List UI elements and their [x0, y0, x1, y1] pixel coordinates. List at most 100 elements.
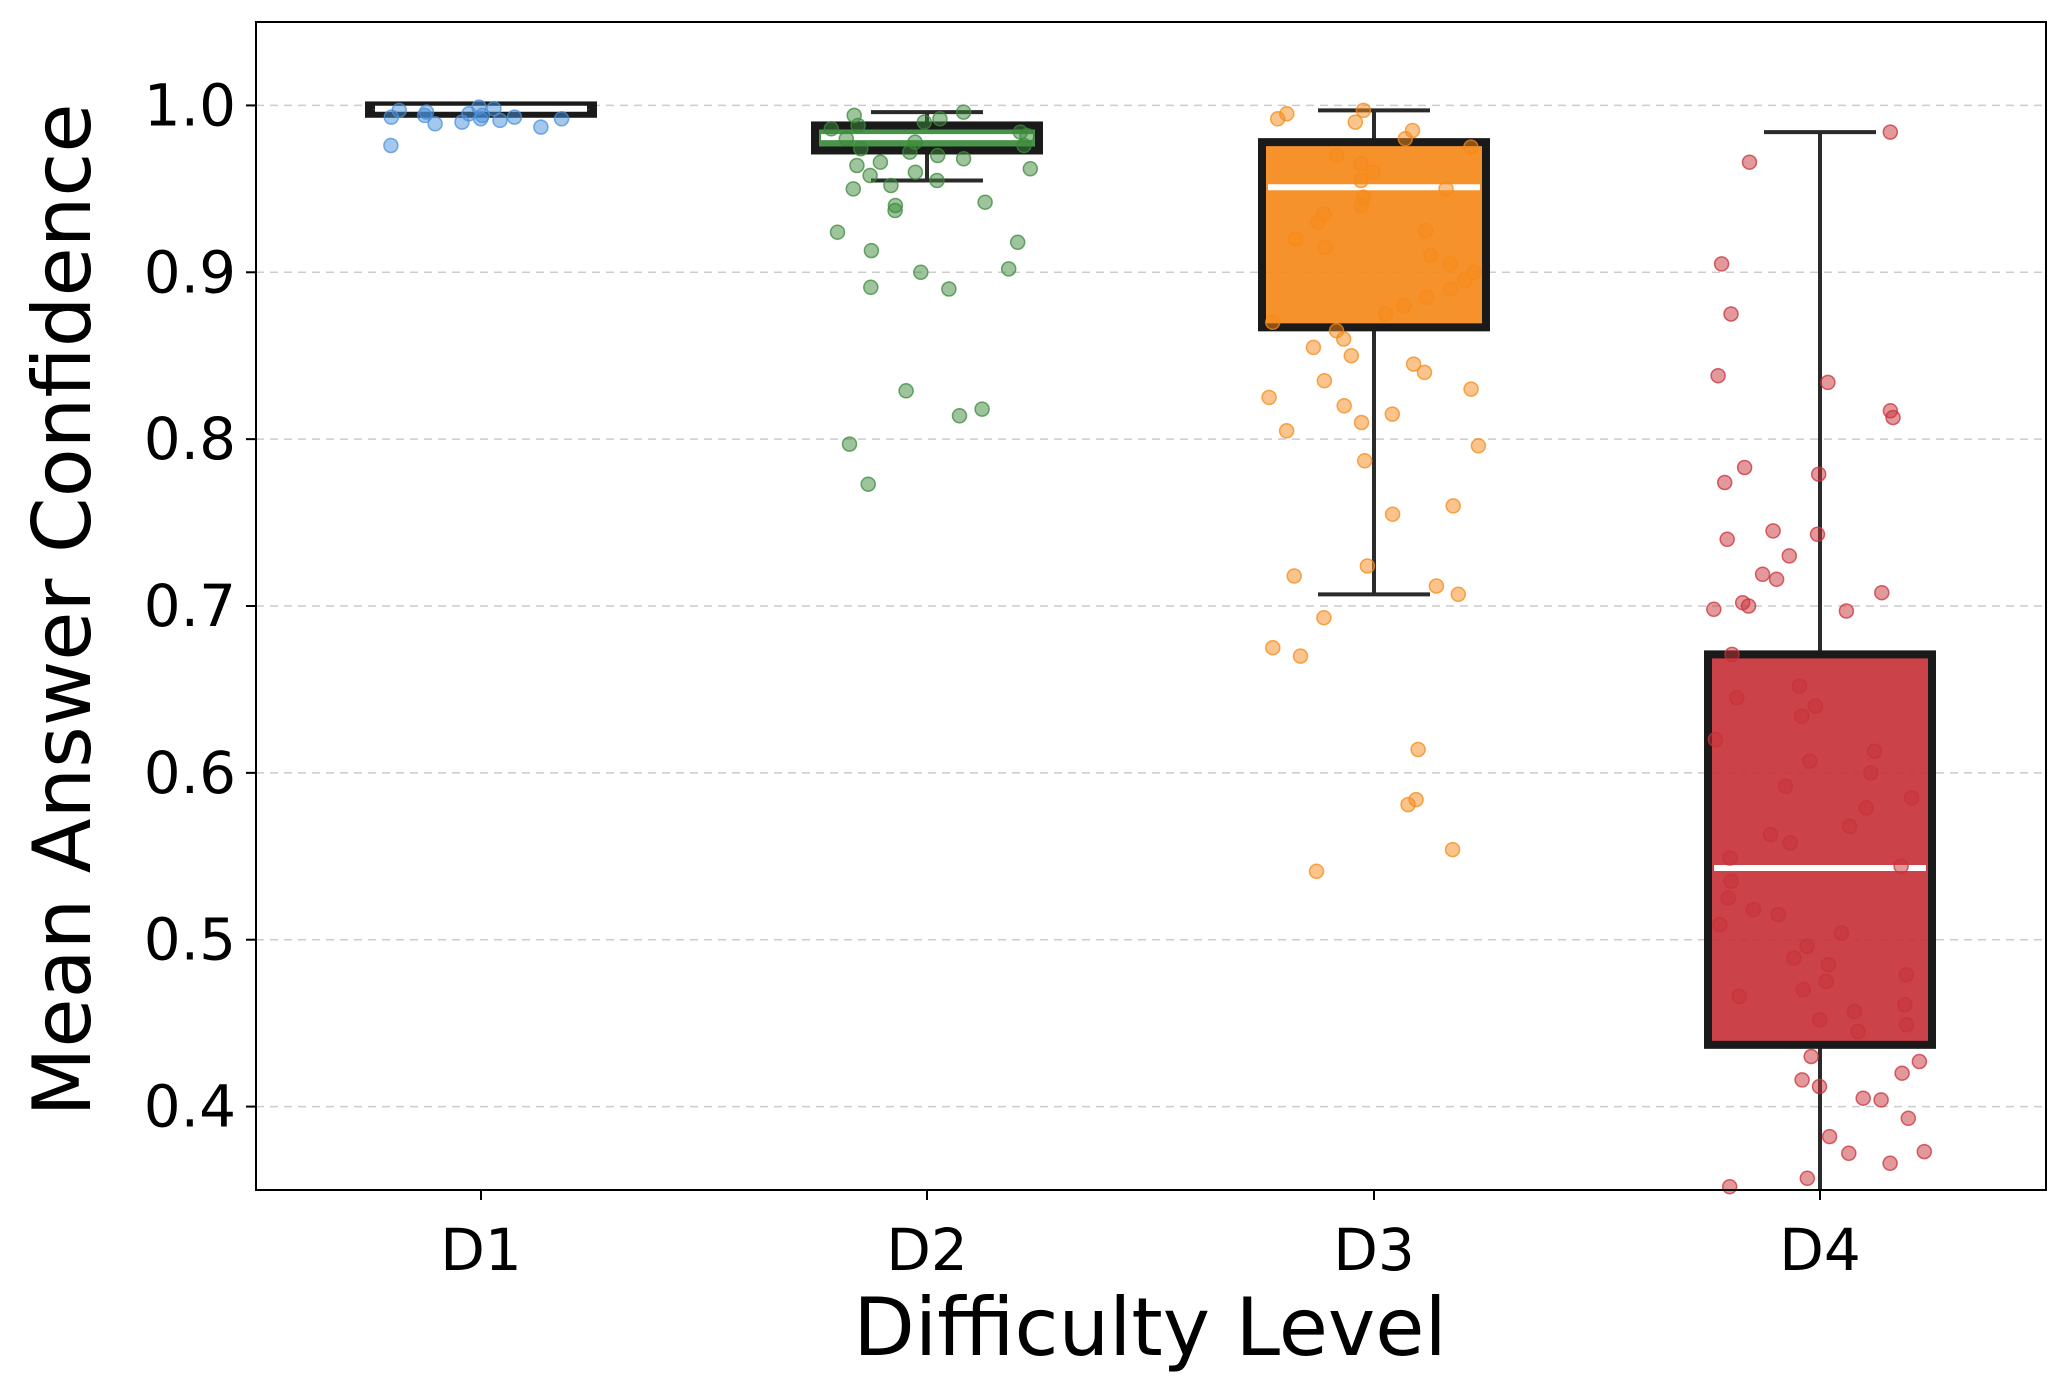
- data-point: [1754, 566, 1771, 583]
- data-point: [1444, 841, 1461, 858]
- data-point: [1264, 314, 1281, 331]
- data-point: [951, 408, 968, 424]
- data-point: [932, 111, 948, 127]
- data-point: [1328, 147, 1345, 164]
- data-point: [1782, 835, 1798, 851]
- data-point: [1770, 906, 1787, 923]
- data-point: [916, 114, 933, 130]
- x-tick-label: D4: [1779, 1216, 1861, 1284]
- data-point: [1736, 459, 1753, 476]
- data-point: [1396, 297, 1412, 314]
- data-point: [1317, 239, 1333, 256]
- data-point: [1286, 568, 1302, 584]
- data-point: [929, 172, 945, 189]
- data-point: [1723, 873, 1739, 890]
- x-tick-label: D3: [1333, 1216, 1415, 1284]
- data-point: [1359, 558, 1376, 574]
- data-point: [1720, 890, 1736, 906]
- data-point: [383, 137, 399, 154]
- data-point: [1874, 584, 1890, 601]
- data-point: [1863, 765, 1879, 781]
- data-point: [1713, 256, 1730, 272]
- data-point: [1885, 409, 1901, 426]
- data-point: [1803, 1048, 1819, 1065]
- data-point: [1445, 498, 1461, 514]
- data-point: [1723, 306, 1739, 322]
- data-point: [1781, 548, 1798, 564]
- data-point: [416, 107, 433, 124]
- data-point: [1833, 925, 1850, 941]
- data-point: [1269, 111, 1286, 127]
- data-point: [838, 131, 855, 147]
- data-point: [506, 109, 523, 125]
- y-tick-label: 1.0: [144, 71, 236, 139]
- x-tick-label: D1: [440, 1216, 522, 1284]
- data-point: [1911, 1053, 1928, 1070]
- data-point: [1410, 741, 1426, 758]
- data-point: [1707, 731, 1724, 748]
- y-tick-label: 0.5: [144, 906, 236, 974]
- data-point: [955, 151, 972, 167]
- data-point: [472, 111, 489, 127]
- data-point: [1353, 172, 1369, 189]
- data-point: [1377, 306, 1394, 322]
- data-point: [1810, 466, 1827, 482]
- box-layer: [365, 101, 1936, 1190]
- data-point: [383, 109, 400, 125]
- data-point: [1416, 364, 1433, 381]
- data-point: [1353, 156, 1369, 172]
- data-point: [1768, 571, 1785, 588]
- data-point: [1791, 678, 1808, 694]
- data-point: [1821, 1128, 1838, 1145]
- data-point: [1470, 438, 1487, 454]
- data-point: [1457, 272, 1473, 289]
- data-point: [1292, 648, 1309, 664]
- points-d1: [383, 99, 570, 154]
- data-point: [1442, 256, 1459, 272]
- data-point: [1397, 131, 1414, 147]
- data-point: [1417, 222, 1434, 239]
- data-point: [1745, 901, 1762, 918]
- data-point: [883, 177, 899, 194]
- data-point: [1741, 154, 1758, 170]
- data-point: [887, 202, 903, 219]
- data-point: [1706, 601, 1722, 618]
- data-point: [1801, 753, 1818, 769]
- data-point: [1463, 139, 1479, 155]
- data-point: [1731, 988, 1747, 1005]
- x-tick-label: D2: [886, 1216, 968, 1284]
- data-point: [1866, 743, 1883, 759]
- data-point: [1000, 261, 1017, 277]
- data-point: [1809, 526, 1826, 543]
- data-point: [1265, 639, 1281, 656]
- data-point: [1724, 646, 1740, 663]
- data-point: [941, 281, 957, 297]
- data-point: [977, 194, 993, 210]
- y-tick-label: 0.8: [144, 405, 236, 473]
- data-point: [1765, 523, 1781, 539]
- scatter-points: [383, 99, 1933, 1195]
- data-point: [1710, 367, 1726, 384]
- x-axis-ticks: D1 D2 D3 D4: [440, 1190, 1861, 1284]
- data-point: [1356, 453, 1373, 469]
- data-point: [1795, 982, 1812, 998]
- y-tick-label: 0.4: [144, 1073, 236, 1141]
- box-d4: [1704, 130, 1936, 1190]
- data-point: [1811, 1078, 1828, 1095]
- data-point: [1721, 1178, 1738, 1195]
- data-point: [1898, 1017, 1915, 1033]
- data-point: [1799, 938, 1815, 955]
- data-point: [1308, 863, 1325, 880]
- points-d3: [1261, 102, 1487, 880]
- data-point: [1336, 398, 1352, 414]
- data-point: [898, 383, 914, 399]
- data-point: [1777, 778, 1794, 794]
- data-point: [1355, 102, 1372, 119]
- data-point: [1347, 114, 1364, 130]
- data-point: [1841, 818, 1858, 835]
- data-point: [845, 181, 862, 197]
- data-point: [1287, 231, 1304, 247]
- data-point: [1716, 474, 1733, 491]
- data-point: [1729, 690, 1745, 706]
- data-point: [1820, 956, 1837, 973]
